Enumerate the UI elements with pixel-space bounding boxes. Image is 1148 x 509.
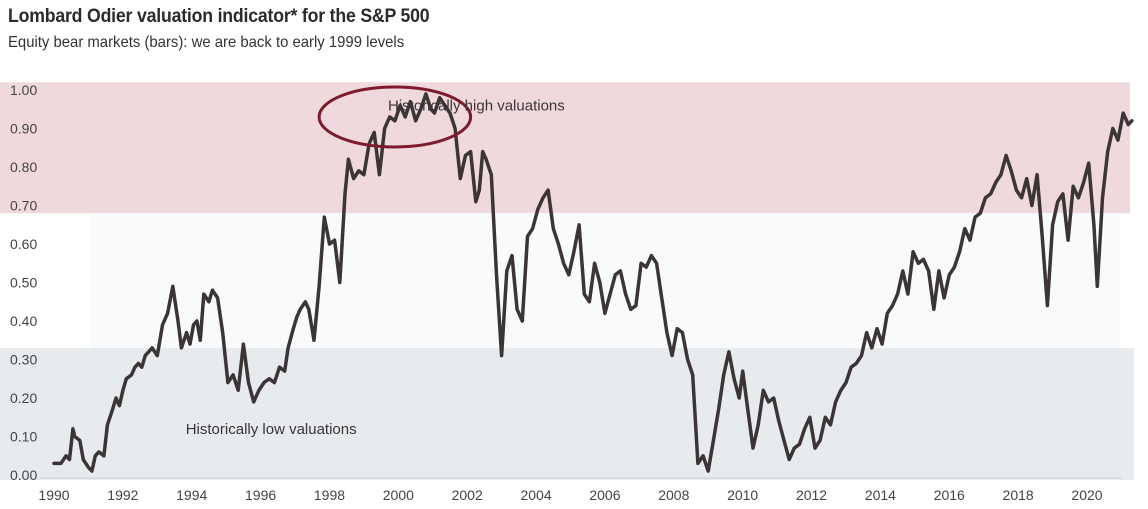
x-tick-label: 2002: [452, 487, 483, 503]
y-tick-label: 0.80: [10, 159, 37, 175]
annotation-low-valuations: Historically low valuations: [186, 421, 357, 438]
y-tick-label: 1.00: [10, 82, 37, 98]
x-tick-label: 1990: [38, 487, 69, 503]
chart-subtitle: Equity bear markets (bars): we are back …: [8, 34, 405, 51]
y-tick-label: 0.00: [10, 467, 37, 483]
x-tick-label: 2010: [727, 487, 758, 503]
x-tick-label: 1998: [314, 487, 345, 503]
highlight-ellipse: [317, 85, 473, 149]
annotation-high-valuations: Historically high valuations: [388, 97, 565, 114]
x-tick-label: 2008: [658, 487, 689, 503]
x-tick-label: 2000: [383, 487, 414, 503]
y-tick-label: 0.30: [10, 352, 37, 368]
y-tick-label: 0.20: [10, 390, 37, 406]
x-tick-label: 1994: [176, 487, 207, 503]
x-tick-label: 2012: [796, 487, 827, 503]
x-tick-label: 2018: [1003, 487, 1034, 503]
valuation-series-line: [52, 92, 1134, 473]
x-tick-label: 2004: [520, 487, 551, 503]
y-tick-label: 0.10: [10, 429, 37, 445]
y-tick-label: 0.90: [10, 121, 37, 137]
y-tick-label: 0.70: [10, 198, 37, 214]
band-low-valuations: [0, 347, 1134, 480]
y-tick-label: 0.60: [10, 236, 37, 252]
x-tick-label: 1992: [107, 487, 138, 503]
y-tick-label: 0.50: [10, 275, 37, 291]
x-tick-label: 2014: [865, 487, 896, 503]
band-high-valuations: [0, 82, 1130, 214]
y-tick-label: 0.40: [10, 313, 37, 329]
x-tick-label: 2016: [934, 487, 965, 503]
x-tick-label: 2006: [589, 487, 620, 503]
x-tick-label: 1996: [245, 487, 276, 503]
chart-title: Lombard Odier valuation indicator* for t…: [8, 6, 430, 27]
x-tick-label: 2020: [1071, 487, 1102, 503]
